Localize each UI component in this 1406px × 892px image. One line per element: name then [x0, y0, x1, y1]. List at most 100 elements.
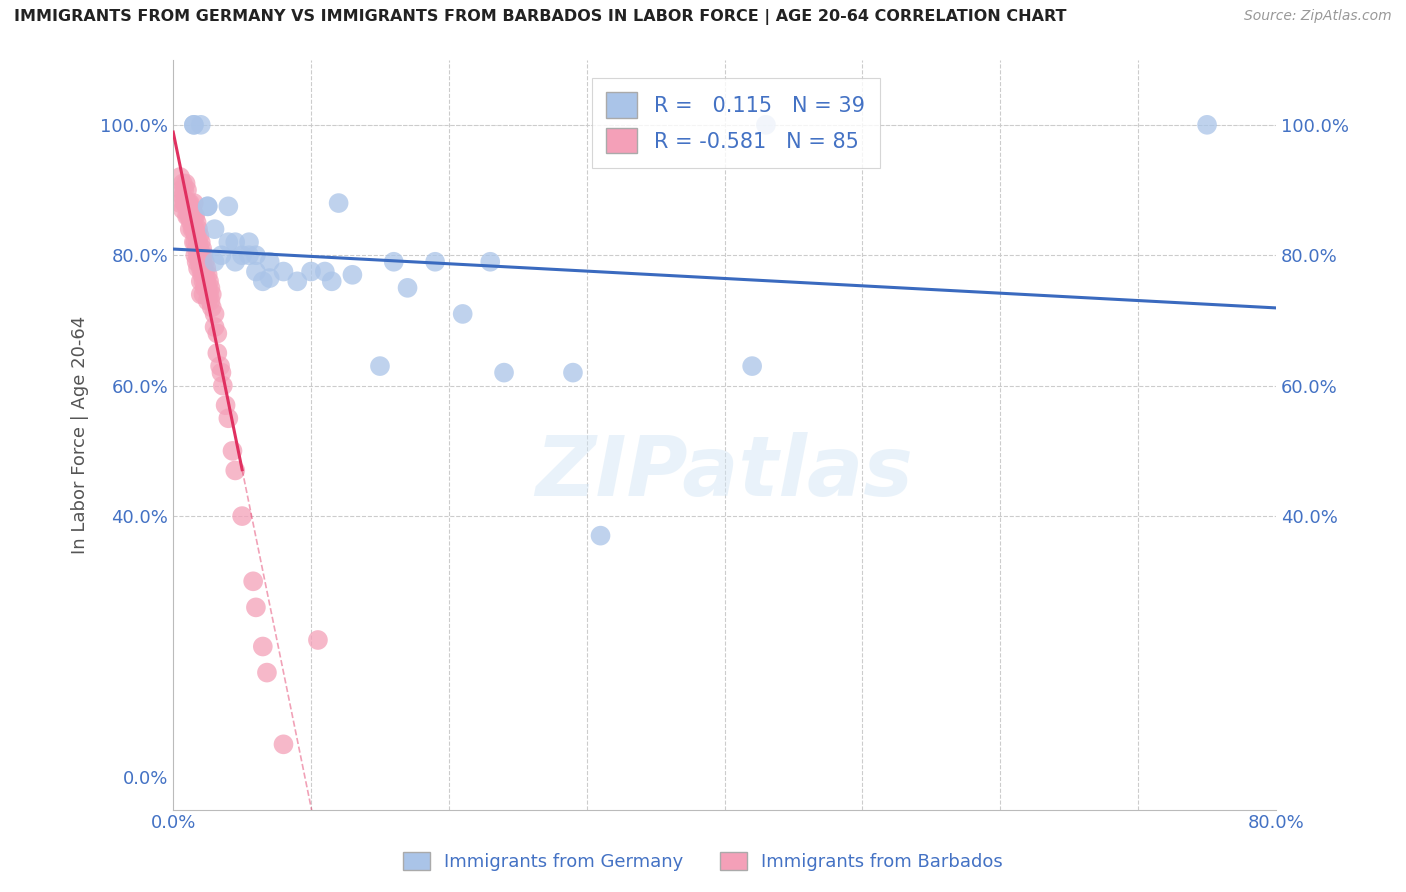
- Point: [451, 307, 474, 321]
- Point: [231, 509, 253, 524]
- Point: [211, 248, 233, 262]
- Point: [190, 248, 212, 262]
- Point: [204, 307, 226, 321]
- Point: [197, 199, 219, 213]
- Point: [187, 235, 209, 250]
- Point: [217, 199, 239, 213]
- Point: [307, 632, 329, 647]
- Point: [188, 242, 211, 256]
- Point: [184, 248, 207, 262]
- Point: [172, 177, 194, 191]
- Point: [245, 248, 267, 262]
- Point: [184, 222, 207, 236]
- Point: [177, 196, 200, 211]
- Point: [186, 216, 208, 230]
- Point: [589, 529, 612, 543]
- Point: [195, 274, 218, 288]
- Point: [176, 209, 198, 223]
- Point: [169, 196, 191, 211]
- Point: [193, 274, 215, 288]
- Point: [172, 202, 194, 217]
- Point: [201, 287, 224, 301]
- Point: [217, 411, 239, 425]
- Point: [183, 209, 205, 223]
- Point: [190, 118, 212, 132]
- Point: [396, 281, 419, 295]
- Point: [204, 320, 226, 334]
- Point: [242, 574, 264, 589]
- Point: [273, 264, 295, 278]
- Point: [755, 118, 778, 132]
- Point: [183, 118, 205, 132]
- Point: [209, 359, 232, 373]
- Point: [187, 261, 209, 276]
- Point: [238, 235, 260, 250]
- Point: [176, 196, 198, 211]
- Point: [221, 443, 243, 458]
- Point: [259, 271, 281, 285]
- Point: [174, 196, 197, 211]
- Text: Source: ZipAtlas.com: Source: ZipAtlas.com: [1244, 9, 1392, 23]
- Point: [194, 268, 217, 282]
- Point: [197, 293, 219, 308]
- Point: [191, 254, 214, 268]
- Point: [190, 261, 212, 276]
- Point: [193, 261, 215, 276]
- Point: [179, 209, 201, 223]
- Point: [187, 222, 209, 236]
- Point: [200, 293, 222, 308]
- Point: [183, 196, 205, 211]
- Point: [479, 254, 502, 268]
- Point: [188, 254, 211, 268]
- Point: [231, 248, 253, 262]
- Text: IMMIGRANTS FROM GERMANY VS IMMIGRANTS FROM BARBADOS IN LABOR FORCE | AGE 20-64 C: IMMIGRANTS FROM GERMANY VS IMMIGRANTS FR…: [14, 9, 1067, 25]
- Point: [342, 268, 364, 282]
- Point: [245, 264, 267, 278]
- Point: [741, 359, 763, 373]
- Point: [173, 196, 195, 211]
- Point: [177, 209, 200, 223]
- Point: [187, 248, 209, 262]
- Point: [368, 359, 391, 373]
- Point: [186, 254, 208, 268]
- Point: [184, 209, 207, 223]
- Point: [180, 202, 202, 217]
- Point: [382, 254, 405, 268]
- Point: [191, 268, 214, 282]
- Point: [197, 268, 219, 282]
- Point: [204, 222, 226, 236]
- Point: [238, 248, 260, 262]
- Point: [252, 274, 274, 288]
- Legend: Immigrants from Germany, Immigrants from Barbados: Immigrants from Germany, Immigrants from…: [395, 845, 1011, 879]
- Point: [181, 222, 204, 236]
- Point: [256, 665, 278, 680]
- Point: [169, 169, 191, 184]
- Point: [562, 366, 585, 380]
- Point: [285, 274, 308, 288]
- Point: [197, 281, 219, 295]
- Point: [194, 281, 217, 295]
- Point: [207, 326, 229, 341]
- Point: [181, 202, 204, 217]
- Point: [173, 183, 195, 197]
- Point: [328, 196, 350, 211]
- Point: [188, 228, 211, 243]
- Point: [193, 248, 215, 262]
- Point: [183, 235, 205, 250]
- Point: [179, 222, 201, 236]
- Point: [198, 287, 221, 301]
- Point: [245, 600, 267, 615]
- Point: [186, 242, 208, 256]
- Point: [259, 254, 281, 268]
- Point: [174, 177, 197, 191]
- Point: [200, 281, 222, 295]
- Point: [224, 463, 246, 477]
- Point: [170, 183, 193, 197]
- Point: [321, 274, 343, 288]
- Point: [183, 222, 205, 236]
- Point: [191, 242, 214, 256]
- Point: [299, 264, 322, 278]
- Point: [224, 254, 246, 268]
- Point: [193, 287, 215, 301]
- Point: [198, 274, 221, 288]
